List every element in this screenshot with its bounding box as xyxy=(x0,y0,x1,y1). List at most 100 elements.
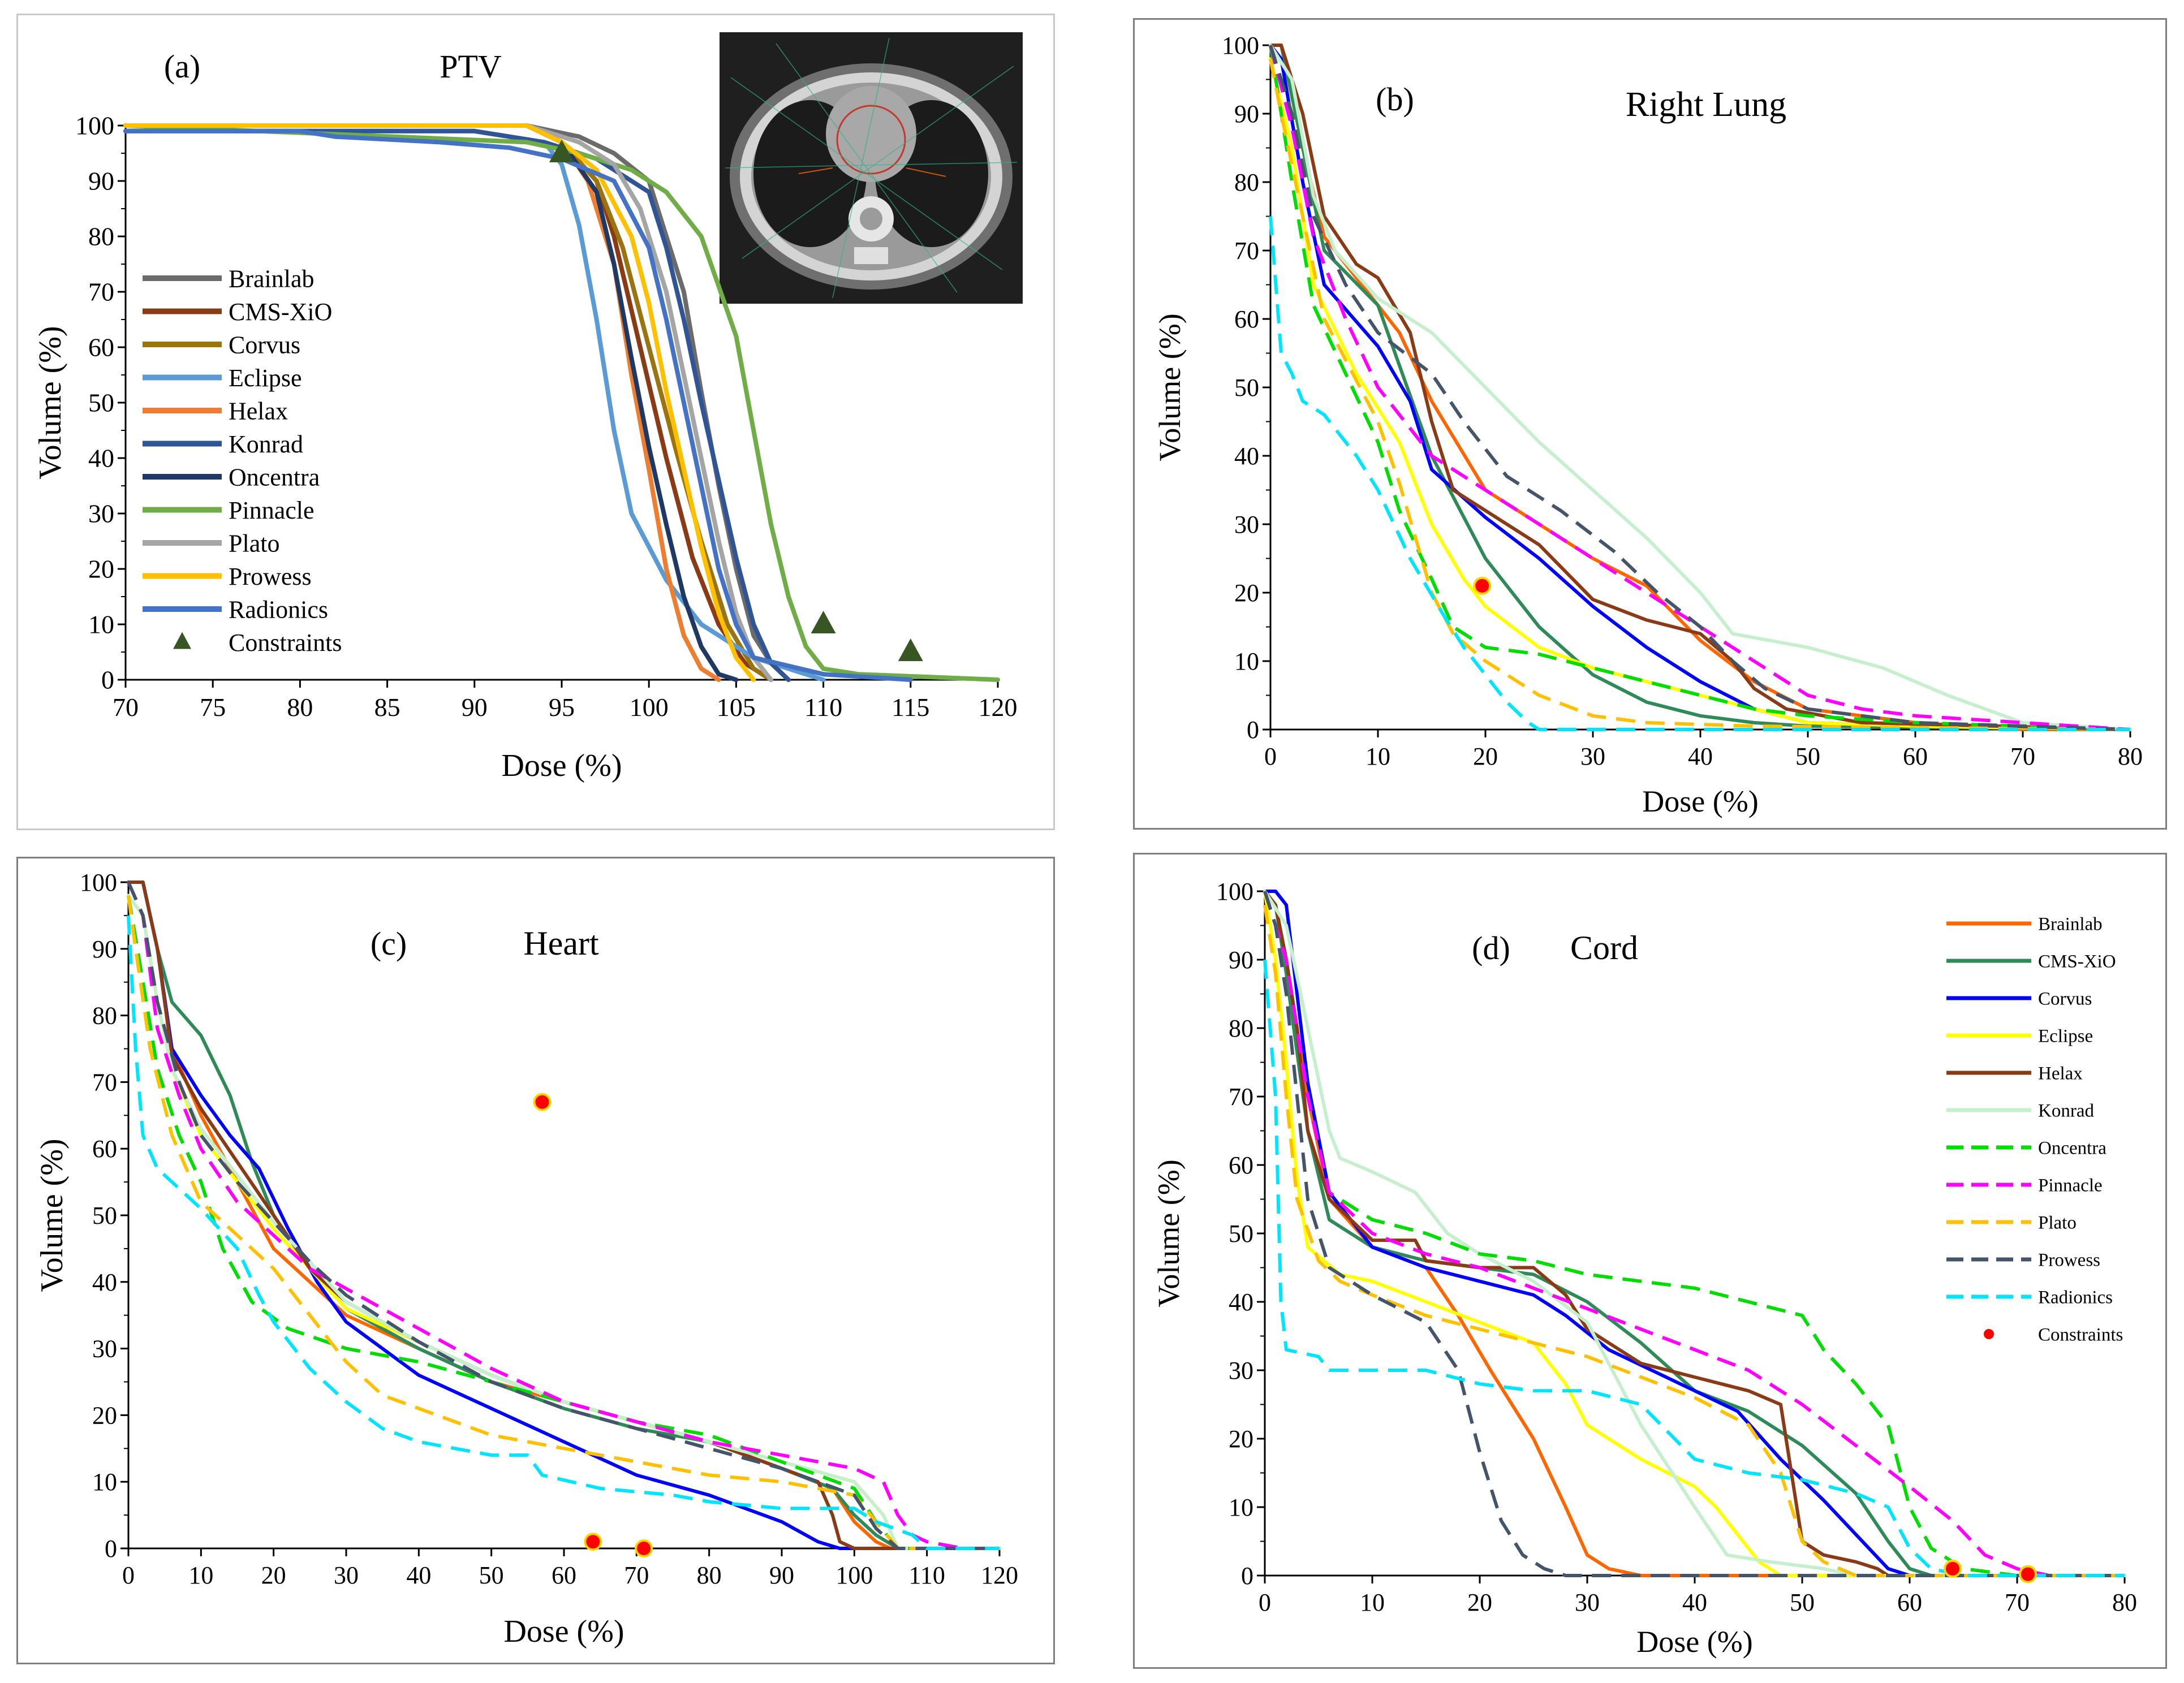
constraint-marker xyxy=(549,140,574,162)
series-line-cms-xio xyxy=(1263,890,2126,1577)
y-tick-label: 80 xyxy=(1234,169,1259,196)
x-tick-label: 95 xyxy=(549,693,575,722)
series-line-prowess xyxy=(127,881,1000,1550)
x-tick-label: 0 xyxy=(1259,1589,1271,1616)
y-tick-label: 90 xyxy=(88,167,114,196)
x-axis-label: Dose (%) xyxy=(1642,784,1758,818)
x-tick-label: 40 xyxy=(1682,1589,1707,1616)
series-group xyxy=(1263,890,2126,1577)
series-line-plato xyxy=(127,895,1000,1550)
x-tick-label: 110 xyxy=(908,1561,945,1589)
y-tick-label: 100 xyxy=(80,869,117,896)
y-tick-label: 40 xyxy=(88,444,114,473)
x-tick-label: 60 xyxy=(552,1561,576,1589)
y-tick-label: 100 xyxy=(1222,32,1259,59)
series-line-radionics xyxy=(1269,216,2130,731)
x-tick-label: 40 xyxy=(1688,743,1713,770)
y-tick-label: 50 xyxy=(1229,1220,1253,1248)
y-tick-label: 10 xyxy=(1234,648,1259,675)
y-tick-label: 60 xyxy=(1234,305,1259,333)
legend-label: Radionics xyxy=(2038,1288,2113,1308)
x-tick-label: 80 xyxy=(2118,743,2143,770)
series-line-prowess xyxy=(123,123,756,682)
legend-label: CMS-XiO xyxy=(2038,952,2116,972)
series-line-konrad xyxy=(1263,890,2126,1577)
x-tick-label: 100 xyxy=(630,693,669,722)
legend-label: Eclipse xyxy=(229,364,302,392)
legend-label: Corvus xyxy=(2038,989,2092,1009)
legend-label: Pinnacle xyxy=(229,497,315,524)
legend-label: Eclipse xyxy=(2038,1026,2093,1047)
series-line-radionics xyxy=(1263,959,2125,1577)
y-tick-label: 90 xyxy=(1234,100,1259,128)
x-tick-label: 80 xyxy=(287,693,313,722)
panel-cord: 0 10 20 30 40 50 60 70 80 90 100 0 10 20 30 40 50 60 70 80 D… xyxy=(1133,853,2167,1669)
y-tick-label: 30 xyxy=(92,1335,117,1363)
x-tick-label: 10 xyxy=(1360,1589,1385,1616)
legend-label: Corvus xyxy=(229,331,300,359)
y-tick-label: 30 xyxy=(1234,511,1259,538)
panel-label: (d) xyxy=(1472,930,1510,966)
series-line-oncentra xyxy=(1269,45,2131,731)
legend-label: Konrad xyxy=(2038,1101,2094,1121)
panel-label: (b) xyxy=(1376,81,1414,118)
constraint-marker xyxy=(533,1093,552,1111)
series-line-eclipse xyxy=(1263,890,2126,1577)
panel-label: (a) xyxy=(164,48,200,85)
panel-label: (c) xyxy=(371,925,407,962)
series-group xyxy=(123,123,1000,682)
chart-title: Heart xyxy=(523,925,599,962)
panel-right-lung: 0 10 20 30 40 50 60 70 80 90 100 0 10 20 30 40 50 60 70 80 D… xyxy=(1133,18,2167,830)
legend-label: Konrad xyxy=(229,430,303,458)
series-line-brainlab xyxy=(1263,890,2126,1577)
y-axis-label: Volume (%) xyxy=(33,326,68,479)
x-tick-label: 75 xyxy=(200,693,226,722)
legend-label: Pinnacle xyxy=(2038,1176,2103,1196)
chart-title: PTV xyxy=(440,48,502,85)
y-tick-label: 80 xyxy=(1229,1015,1253,1042)
x-tick-label: 30 xyxy=(1575,1589,1600,1616)
series-line-helax xyxy=(1263,890,2126,1577)
x-axis-label: Dose (%) xyxy=(501,748,622,783)
series-line-pinnacle xyxy=(127,881,1000,1550)
chart-ptv: 0 10 20 30 40 50 60 70 80 90 100 70 75 80 85 90 95 100 105… xyxy=(33,48,1018,783)
legend-label: Oncentra xyxy=(2038,1138,2107,1159)
x-tick-label: 0 xyxy=(1264,743,1277,770)
y-tick-label: 70 xyxy=(88,278,114,307)
x-axis-label: Dose (%) xyxy=(1636,1625,1752,1659)
x-tick-label: 50 xyxy=(1795,743,1820,770)
x-tick-label: 10 xyxy=(188,1561,213,1589)
x-tick-label: 40 xyxy=(406,1561,431,1589)
series-line-eclipse xyxy=(1269,57,2132,731)
y-tick-label: 60 xyxy=(92,1135,117,1163)
x-tick-label: 10 xyxy=(1365,743,1390,770)
constraint-marker xyxy=(2019,1565,2037,1583)
y-tick-label: 80 xyxy=(88,222,114,251)
y-tick-label: 50 xyxy=(92,1202,117,1229)
x-tick-label: 30 xyxy=(334,1561,359,1589)
series-line-oncentra xyxy=(123,123,739,682)
x-tick-label: 50 xyxy=(479,1561,504,1589)
y-tick-label: 40 xyxy=(92,1268,117,1296)
constraint-marker xyxy=(584,1533,602,1551)
chart-title: Right Lung xyxy=(1626,85,1786,124)
y-tick-label: 30 xyxy=(1229,1357,1253,1384)
y-tick-label: 20 xyxy=(92,1401,117,1429)
legend-label: Radionics xyxy=(229,595,328,623)
y-tick-label: 90 xyxy=(1229,946,1253,974)
series-line-konrad xyxy=(123,128,791,682)
y-tick-label: 0 xyxy=(1241,1562,1253,1590)
x-tick-label: 80 xyxy=(2112,1589,2137,1616)
x-tick-label: 115 xyxy=(891,693,929,722)
y-tick-label: 10 xyxy=(1229,1494,1253,1521)
legend-swatch xyxy=(1984,1329,1994,1339)
series-group xyxy=(127,881,1001,1550)
series-line-helax xyxy=(1269,44,2132,731)
y-tick-label: 70 xyxy=(1229,1083,1253,1111)
x-tick-label: 20 xyxy=(1473,743,1498,770)
y-tick-label: 90 xyxy=(92,935,117,963)
legend-swatch xyxy=(173,632,191,649)
x-tick-label: 20 xyxy=(1467,1589,1492,1616)
x-tick-label: 110 xyxy=(804,693,842,722)
series-line-plato xyxy=(1263,904,2125,1577)
